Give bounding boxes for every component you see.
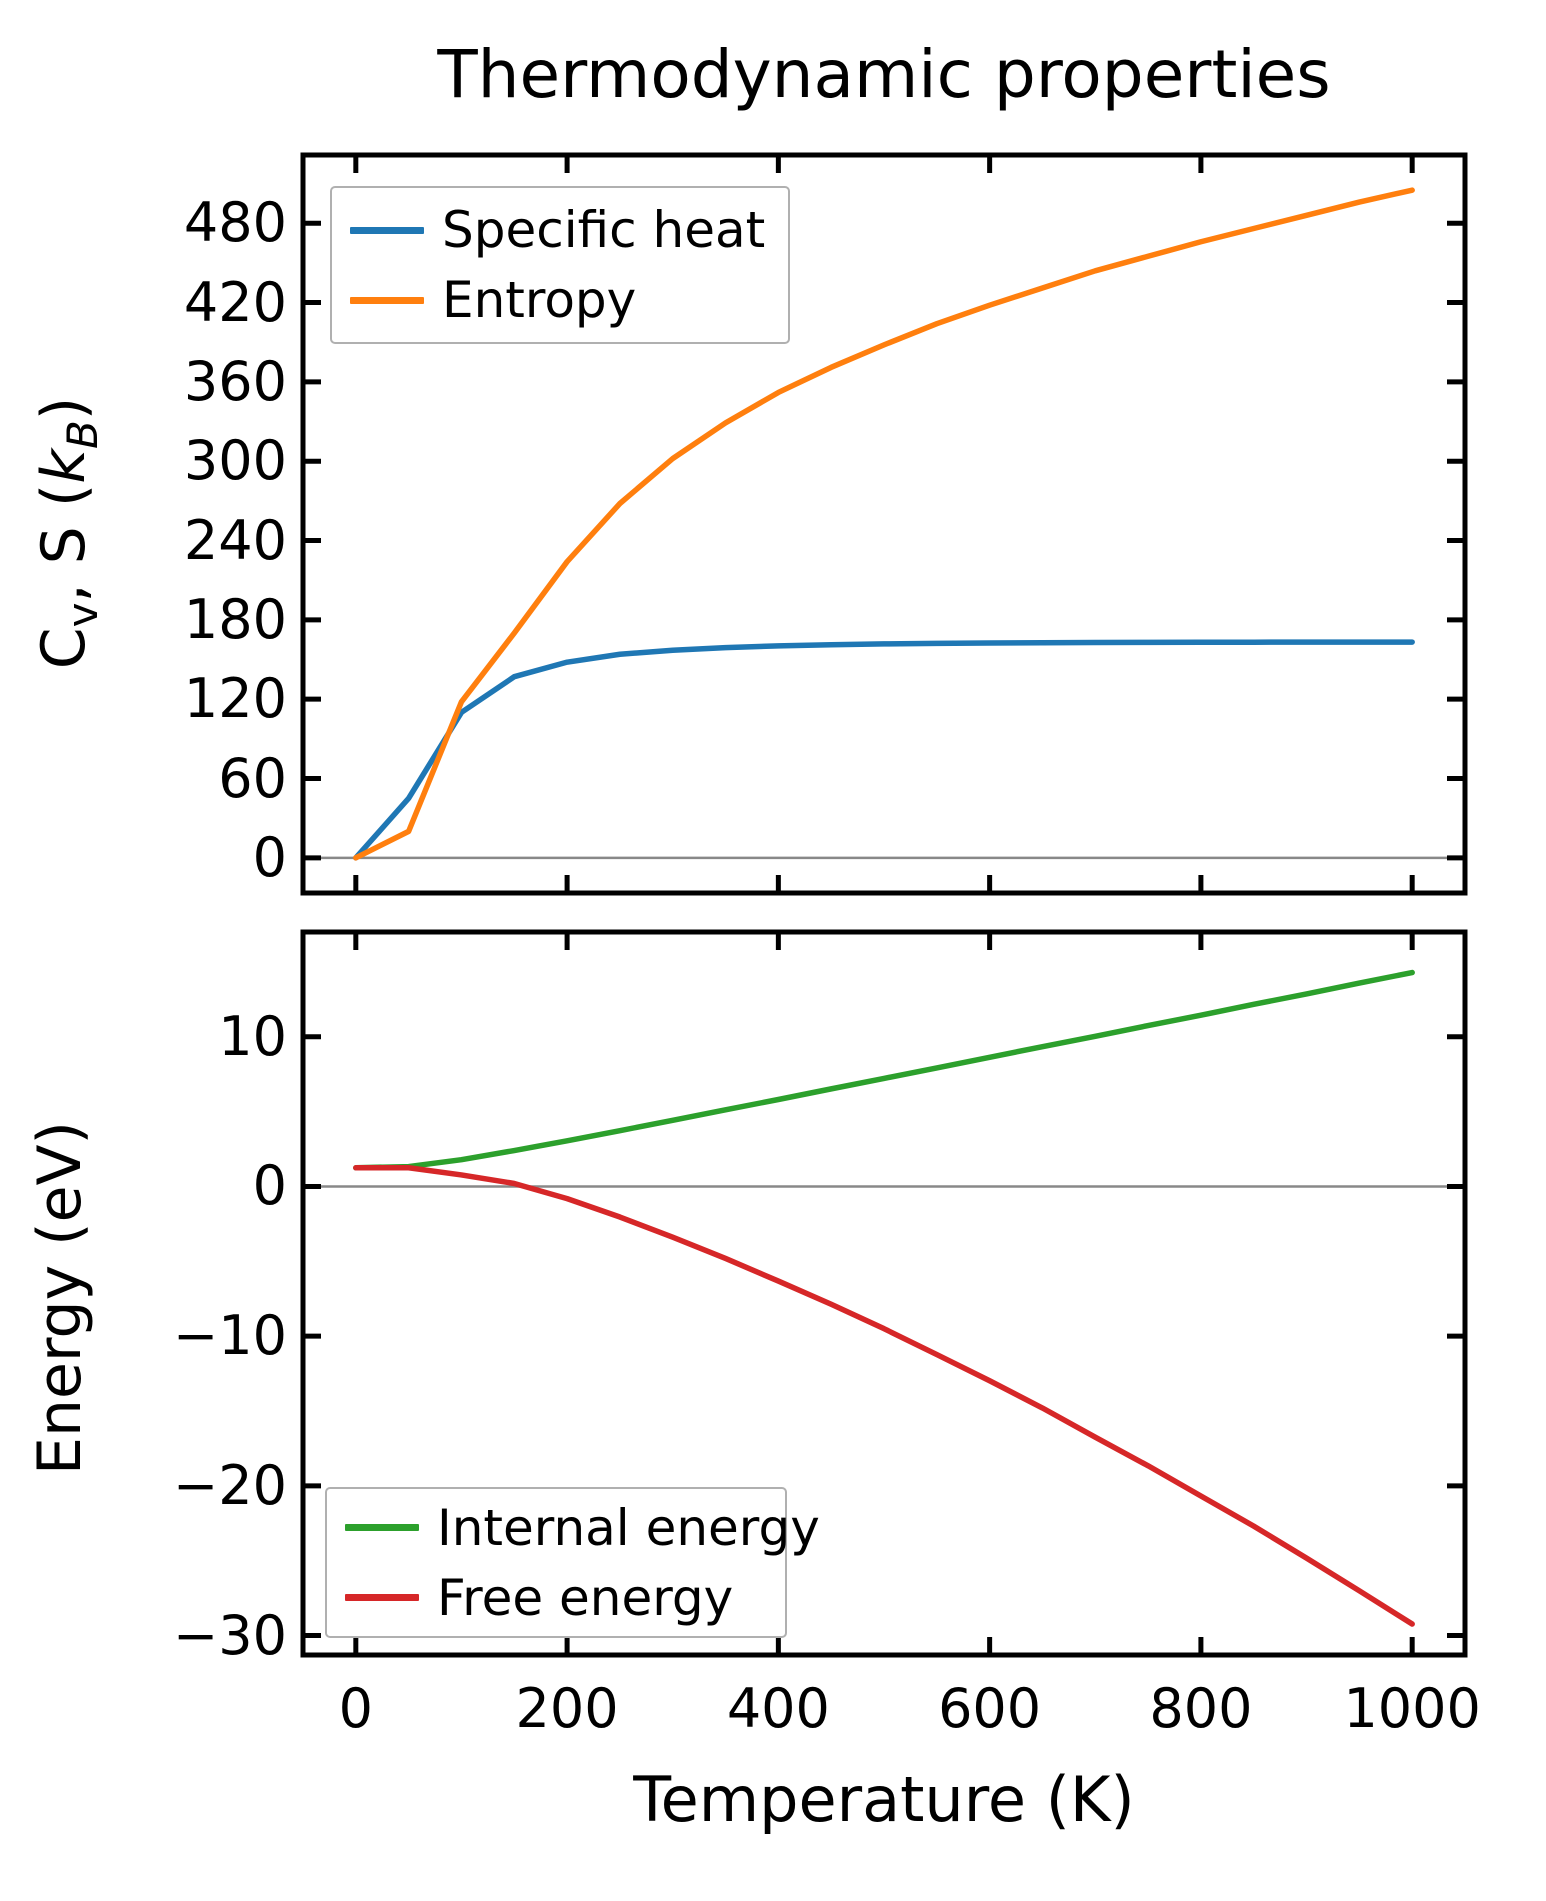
legend-label-internal-energy: Internal energy xyxy=(437,1498,820,1557)
y-tick-label: 60 xyxy=(218,746,287,810)
x-tick-label: 1000 xyxy=(1343,1677,1481,1740)
internal-energy-line xyxy=(353,969,1415,1171)
y-tick-label: −30 xyxy=(173,1603,287,1667)
x-tick-label: 0 xyxy=(338,1677,373,1740)
legend-label-free-energy: Free energy xyxy=(437,1568,734,1627)
x-tick-label: 200 xyxy=(515,1677,619,1740)
y-tick-label: 420 xyxy=(183,270,287,334)
legend-label-entropy: Entropy xyxy=(442,271,637,329)
y-tick-label: 300 xyxy=(183,429,287,493)
y-tick-label: 120 xyxy=(183,667,287,731)
y-tick-label: 240 xyxy=(183,508,287,572)
x-tick-label: 400 xyxy=(726,1677,830,1740)
y-tick-label: −10 xyxy=(173,1304,287,1368)
axes-spines-plot-2 xyxy=(300,929,1468,1658)
legend-label-specific-heat: Specific heat xyxy=(442,201,766,259)
y-tick-label: 180 xyxy=(183,587,287,651)
entropy-line-swatch xyxy=(350,296,424,304)
legend-bottom: Internal energy Free energy xyxy=(325,1487,820,1638)
entropy-line xyxy=(353,187,1415,861)
y-tick-label: 0 xyxy=(252,1154,287,1218)
free-energy-line xyxy=(353,1165,1415,1627)
y-tick-label: 480 xyxy=(183,191,287,255)
y-tick-label: 10 xyxy=(218,1004,287,1068)
legend-item-specific-heat: Specific heat xyxy=(350,201,770,259)
specific-heat-line xyxy=(353,639,1415,861)
legend-item-free-energy: Free energy xyxy=(345,1569,767,1627)
x-axis-label: Temperature (K) xyxy=(633,1763,1135,1836)
legend-top: Specific heat Entropy xyxy=(330,186,790,344)
y-tick-label: −20 xyxy=(173,1453,287,1517)
legend-item-entropy: Entropy xyxy=(350,271,770,329)
y-tick-label: 0 xyxy=(252,825,287,889)
chart-title: Thermodynamic properties xyxy=(437,36,1331,113)
x-tick-label: 600 xyxy=(938,1677,1042,1740)
y-tick-label: 360 xyxy=(183,349,287,413)
free-energy-line-swatch xyxy=(345,1594,419,1601)
internal-energy-line-swatch xyxy=(345,1524,419,1531)
specific-heat-line-swatch xyxy=(350,226,424,234)
x-tick-label: 800 xyxy=(1149,1677,1253,1740)
legend-item-internal-energy: Internal energy xyxy=(345,1499,820,1557)
axes-spines-plot-1 xyxy=(300,152,1468,896)
